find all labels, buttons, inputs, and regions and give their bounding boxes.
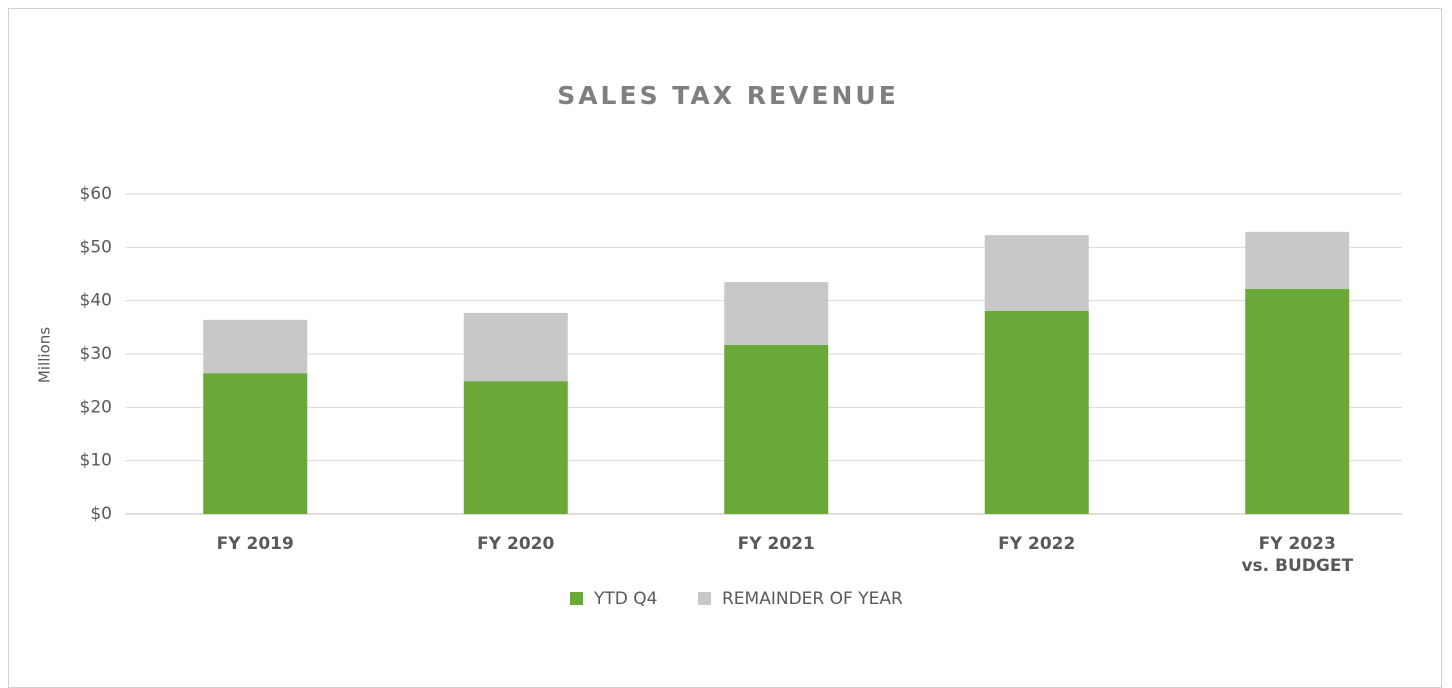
legend-label: YTD Q4	[593, 589, 657, 609]
x-tick-label: FY 2023 vs. BUDGET	[1241, 534, 1354, 576]
bar-segment	[984, 310, 1089, 514]
x-tick-label: FY 2022	[998, 534, 1076, 554]
bar-segment	[1245, 288, 1350, 514]
legend-label: REMAINDER OF YEAR	[722, 589, 903, 609]
y-axis-label: Millions	[36, 327, 54, 383]
bar-segment	[724, 282, 829, 345]
legend-swatch	[570, 592, 583, 605]
y-tick-label: $60	[80, 184, 112, 204]
bar-segment	[463, 381, 568, 514]
y-tick-label: $20	[80, 397, 112, 417]
bar-segment	[203, 319, 308, 374]
bar-segment	[1245, 231, 1350, 289]
x-tick-label: FY 2021	[737, 534, 815, 554]
legend-swatch	[698, 592, 711, 605]
bar-segment	[724, 344, 829, 514]
x-tick-label: FY 2019	[216, 534, 294, 554]
bar-segment	[984, 235, 1089, 311]
y-tick-label: $30	[80, 344, 112, 364]
bar-segment	[203, 373, 308, 514]
y-tick-label: $40	[80, 291, 112, 311]
y-tick-label: $0	[90, 504, 112, 524]
y-tick-label: $10	[80, 451, 112, 471]
chart-title: SALES TAX REVENUE	[557, 81, 899, 110]
bar-segment	[463, 312, 568, 382]
x-tick-label: FY 2020	[477, 534, 555, 554]
y-tick-label: $50	[80, 237, 112, 257]
